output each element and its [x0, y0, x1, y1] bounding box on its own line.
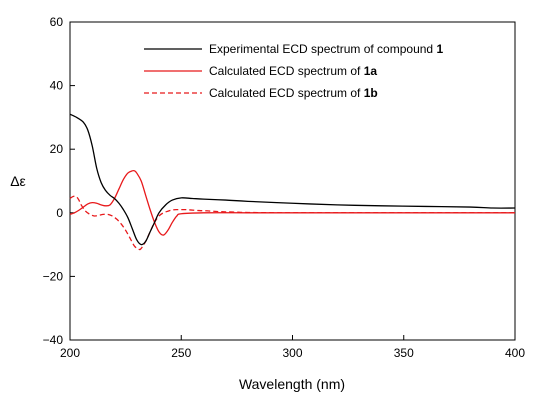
- x-axis-label: Wavelength (nm): [239, 376, 345, 392]
- series-line-calculated-1b: [69, 195, 515, 251]
- y-tick-label: 0: [56, 206, 63, 220]
- x-tick-label: 350: [394, 346, 414, 360]
- legend-label-compound-id: 1b: [364, 86, 378, 100]
- legend-label-text: Experimental ECD spectrum of compound: [209, 42, 436, 56]
- y-axis-label: Δε: [10, 173, 26, 189]
- y-axis-ticks: −40 −20 0 20 40 60: [43, 15, 75, 347]
- x-axis-ticks: 200 250 300 350 400: [60, 335, 525, 360]
- legend-label: Calculated ECD spectrum of 1a: [209, 64, 377, 78]
- x-tick-label: 400: [505, 346, 525, 360]
- legend-entry-calculated-1a: Calculated ECD spectrum of 1a: [144, 64, 377, 78]
- x-tick-label: 300: [282, 346, 302, 360]
- legend-label-compound-id: 1a: [364, 64, 378, 78]
- legend-label-text: Calculated ECD spectrum of: [209, 64, 364, 78]
- series-layer: [69, 113, 516, 251]
- y-tick-label: −40: [43, 333, 64, 347]
- y-tick-label: −20: [43, 269, 64, 283]
- y-tick-label: 60: [50, 15, 64, 29]
- series-line-calculated-1a: [69, 169, 515, 236]
- legend-label: Calculated ECD spectrum of 1b: [209, 86, 378, 100]
- y-tick-label: 20: [50, 142, 64, 156]
- legend-label-compound-id: 1: [436, 42, 443, 56]
- x-tick-label: 250: [171, 346, 191, 360]
- legend: Experimental ECD spectrum of compound 1 C…: [144, 42, 443, 100]
- x-tick-label: 200: [60, 346, 80, 360]
- y-tick-label: 40: [50, 79, 64, 93]
- series-line-experimental: [69, 113, 516, 246]
- legend-entry-calculated-1b: Calculated ECD spectrum of 1b: [144, 86, 378, 100]
- legend-label-text: Calculated ECD spectrum of: [209, 86, 364, 100]
- legend-entry-experimental: Experimental ECD spectrum of compound 1: [144, 42, 443, 56]
- legend-label: Experimental ECD spectrum of compound 1: [209, 42, 443, 56]
